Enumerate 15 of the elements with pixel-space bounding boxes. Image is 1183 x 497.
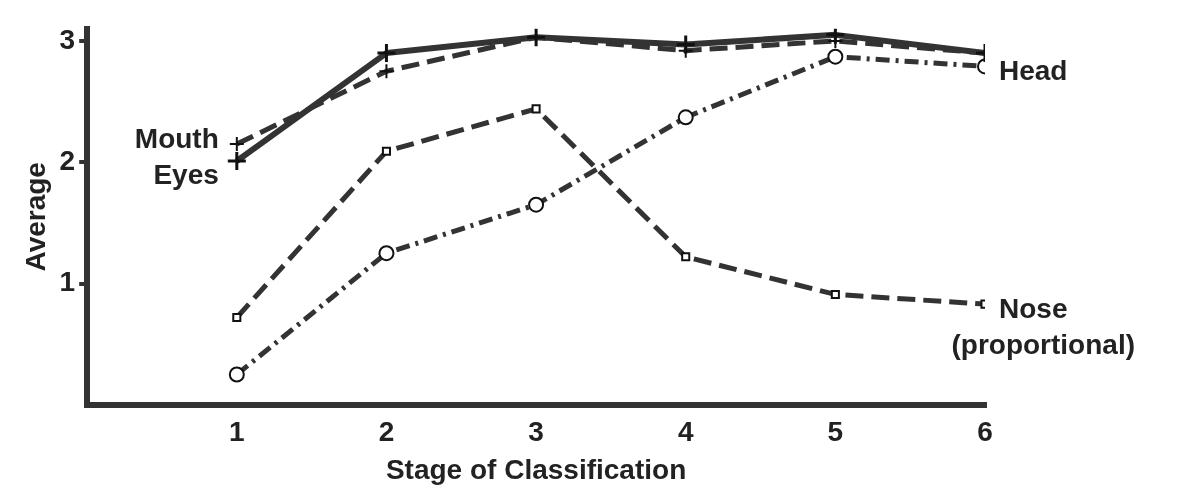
x-axis-title: Stage of Classification	[385, 453, 687, 485]
series-label: Head	[999, 55, 1068, 87]
x-tick-label: 4	[677, 416, 694, 448]
y-tick-label: 2	[59, 144, 76, 176]
x-tick-label: 1	[229, 416, 245, 448]
series-label: Eyes	[153, 159, 219, 191]
x-tick-label: 3	[528, 416, 544, 448]
y-tick-label: 3	[59, 23, 76, 55]
x-tick-label: 6	[977, 416, 993, 448]
series-label: Mouth	[134, 123, 219, 155]
x-tick-label: 2	[378, 416, 395, 448]
series-label: Nose (proportional)	[951, 292, 1135, 360]
y-axis-title: Average	[19, 162, 51, 272]
x-tick-label: 5	[827, 416, 844, 448]
y-tick-label: 1	[59, 266, 76, 298]
